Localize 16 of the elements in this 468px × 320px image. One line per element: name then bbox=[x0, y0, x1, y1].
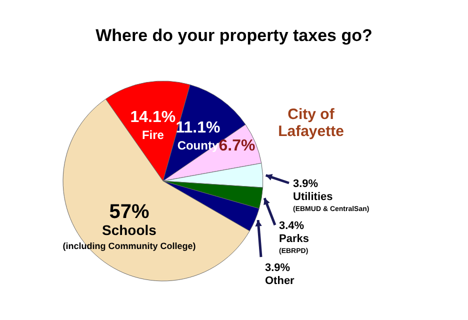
slice-label: City of Lafayette bbox=[278, 106, 344, 140]
data-label: 14.1% bbox=[130, 108, 176, 126]
slice-label: Schools bbox=[102, 222, 157, 238]
data-label: 11.1% bbox=[176, 119, 220, 136]
chart-title: Where do your property taxes go? bbox=[94, 26, 374, 46]
data-label: 3.9% bbox=[265, 262, 290, 274]
data-label: 3.9% bbox=[293, 178, 318, 190]
slice-label: Other bbox=[265, 275, 296, 287]
data-label: 57% bbox=[109, 200, 150, 223]
slice-label: Fire bbox=[142, 128, 164, 142]
slice-label: County bbox=[177, 138, 219, 152]
slice-label: Utilities bbox=[293, 191, 333, 203]
data-label: 6.7% bbox=[218, 138, 256, 155]
text: (including Community College) bbox=[62, 240, 196, 251]
slice-label: Parks bbox=[279, 233, 309, 245]
data-label: 3.4% bbox=[279, 220, 304, 232]
